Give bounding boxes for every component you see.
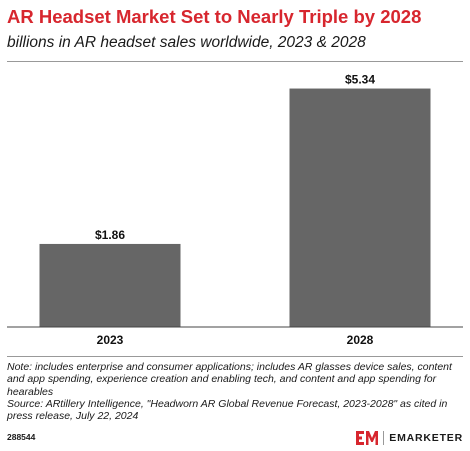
bar-chart: $1.86 2023 $5.34 2028 — [7, 73, 463, 347]
brand-name: EMARKETER — [389, 432, 463, 444]
brand-block: EMARKETER — [356, 430, 463, 446]
chart-notes: Note: includes enterprise and consumer a… — [7, 361, 465, 422]
value-label-2023: $1.86 — [95, 228, 125, 242]
note-text: Note: includes enterprise and consumer a… — [7, 361, 452, 398]
emarketer-logo-icon — [356, 431, 379, 445]
labels-layer: $1.86 2023 $5.34 2028 — [95, 73, 375, 347]
chart-title: AR Headset Market Set to Nearly Triple b… — [7, 6, 422, 27]
bar-2028 — [289, 88, 431, 327]
chart-subtitle: billions in AR headset sales worldwide, … — [7, 34, 366, 51]
brand-separator — [383, 431, 385, 445]
x-tick-label-2023: 2023 — [97, 333, 124, 347]
x-tick-label-2028: 2028 — [347, 333, 374, 347]
bottom-divider — [7, 356, 463, 357]
bar-2023 — [39, 243, 181, 327]
value-label-2028: $5.34 — [345, 73, 375, 87]
bars-layer — [39, 88, 431, 327]
source-text: Source: ARtillery Intelligence, "Headwor… — [7, 397, 448, 423]
chart-id: 288544 — [7, 432, 36, 442]
top-divider — [7, 61, 463, 62]
